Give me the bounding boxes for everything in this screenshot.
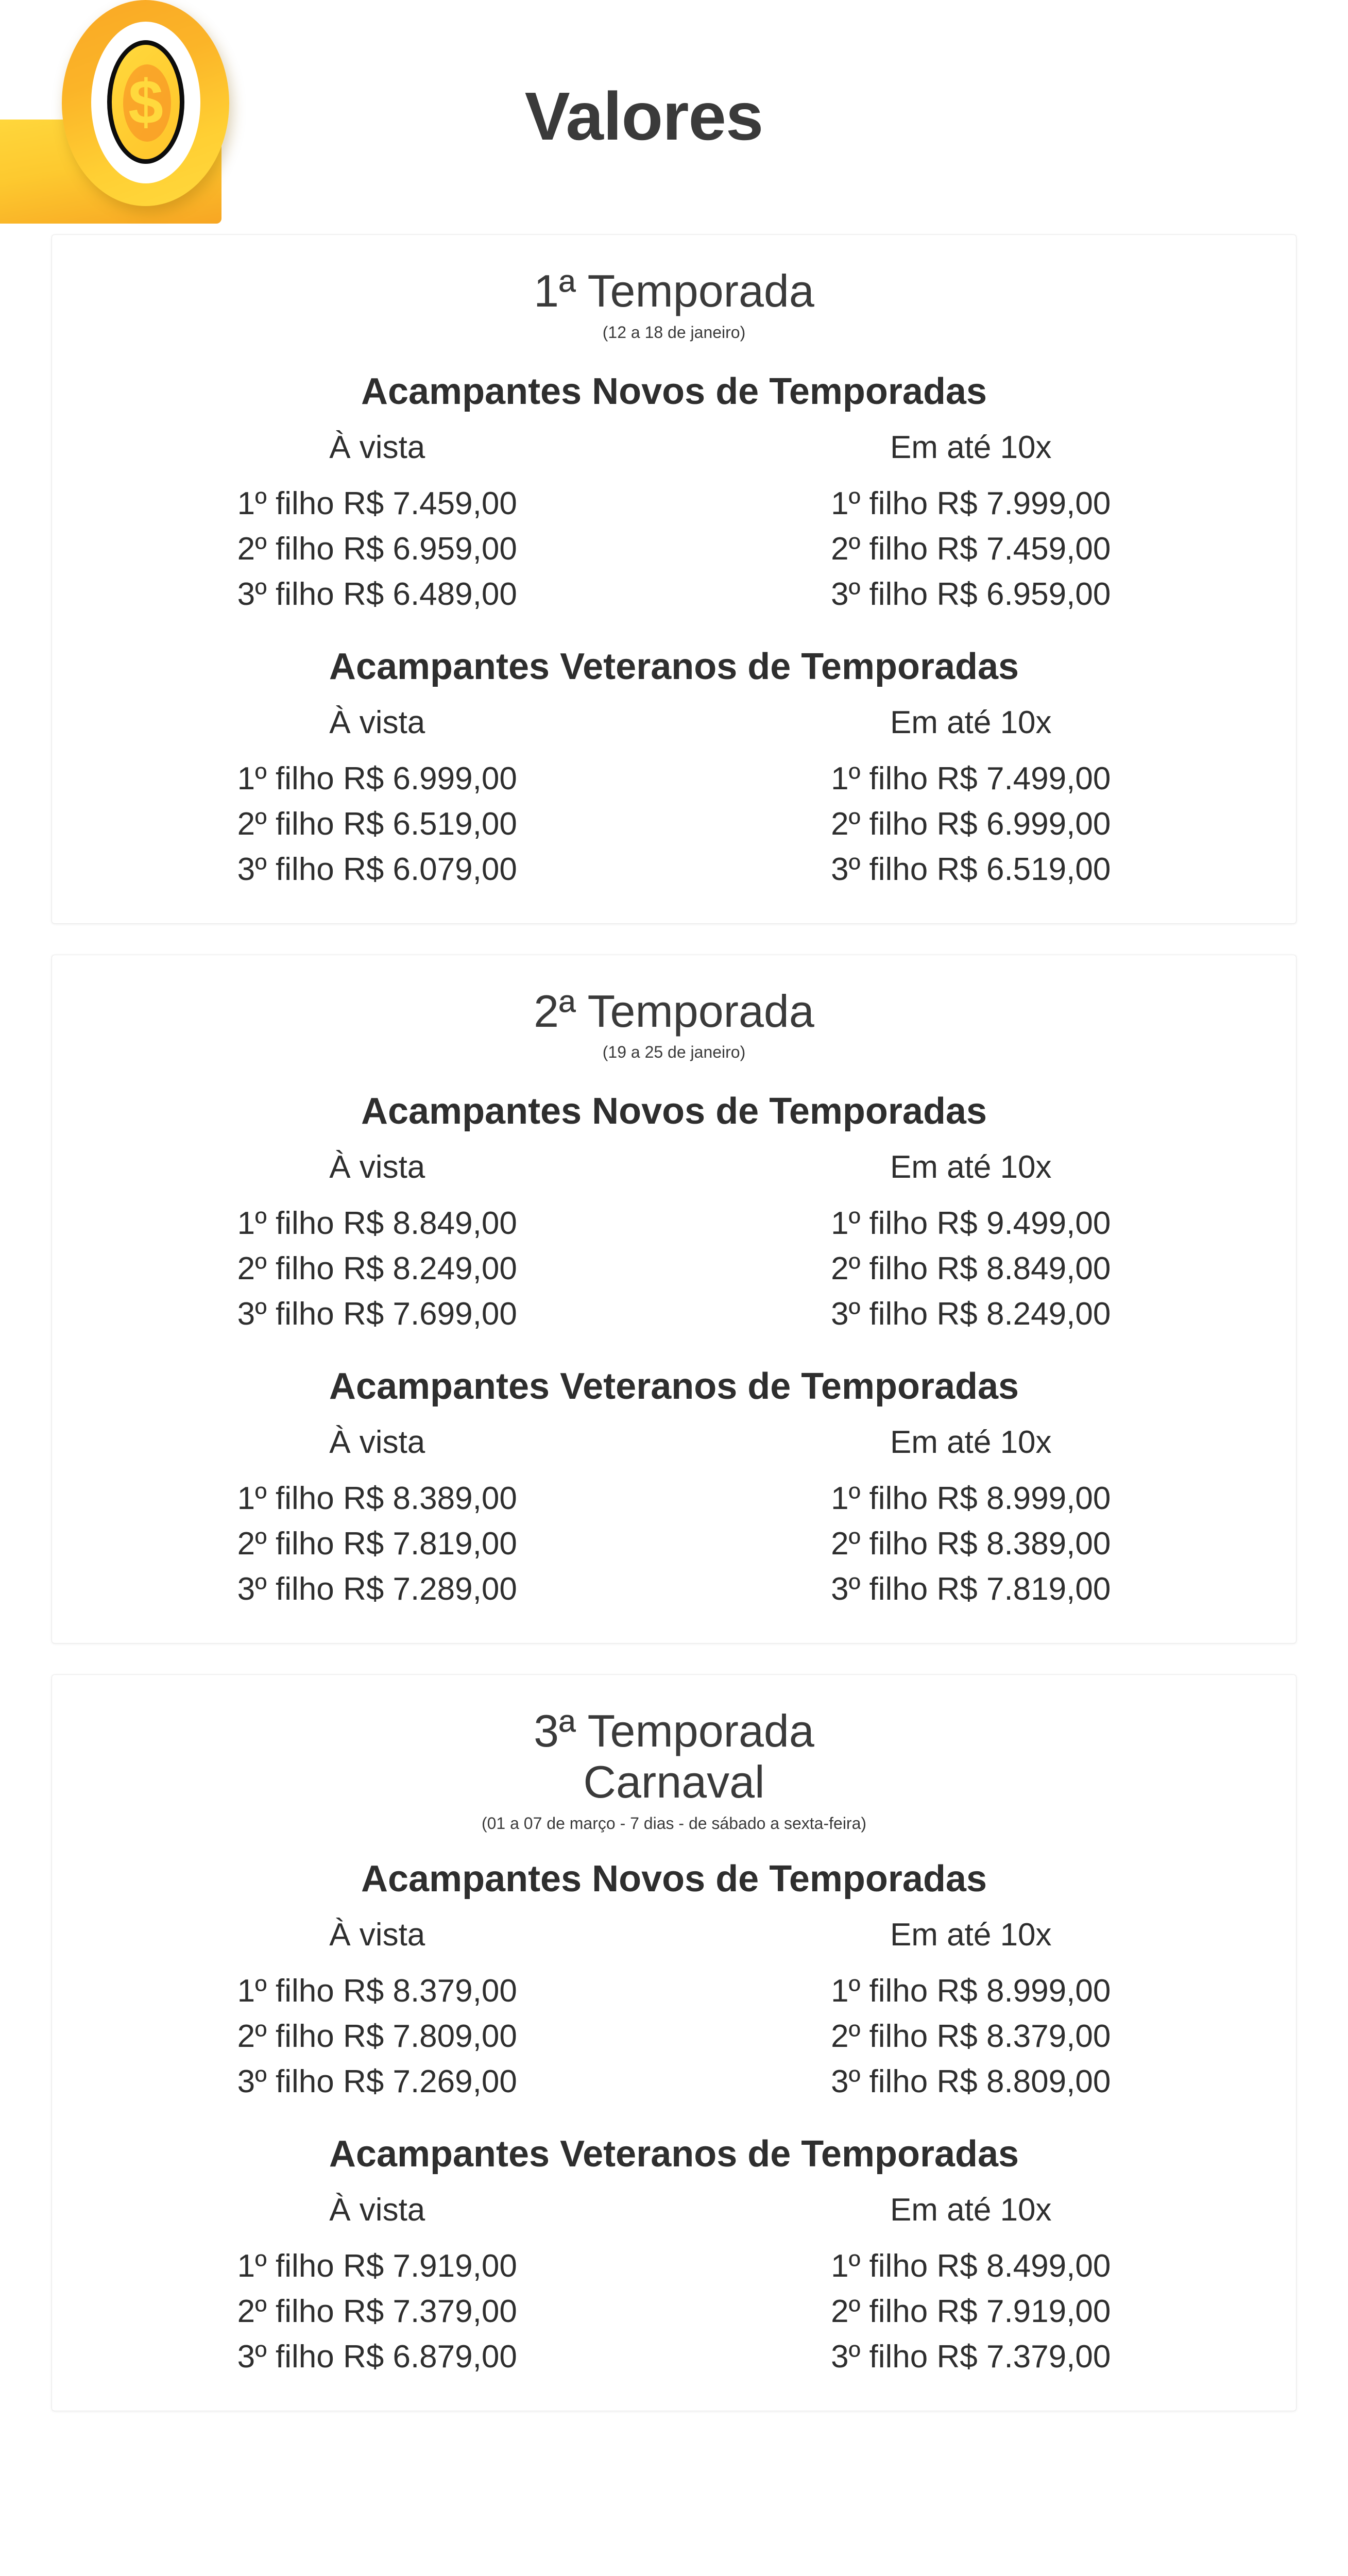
price-row: 2º filho R$ 6.999,00 [831, 806, 1111, 842]
season-dates: (01 a 07 de março - 7 dias - de sábado a… [481, 1814, 867, 1833]
page-title: Valores [524, 78, 764, 154]
column-header-cash: À vista [329, 1917, 425, 1953]
price-row: 3º filho R$ 7.289,00 [237, 1571, 517, 1607]
season-card: 2ª Temporada (19 a 25 de janeiro) Acampa… [52, 954, 1296, 1644]
column-installments: Em até 10x 1º filho R$ 9.499,00 2º filho… [674, 1149, 1268, 1337]
column-header-installments: Em até 10x [890, 429, 1052, 465]
price-row: 1º filho R$ 7.459,00 [237, 485, 517, 521]
column-cash: À vista 1º filho R$ 8.849,00 2º filho R$… [80, 1149, 674, 1337]
price-row: 2º filho R$ 8.379,00 [831, 2018, 1111, 2054]
season-subtitle: Carnaval [583, 1756, 765, 1808]
season-card: 1ª Temporada (12 a 18 de janeiro) Acampa… [52, 234, 1296, 924]
column-installments: Em até 10x 1º filho R$ 7.499,00 2º filho… [674, 704, 1268, 892]
price-row: 2º filho R$ 8.389,00 [831, 1526, 1111, 1562]
column-header-cash: À vista [329, 429, 425, 465]
price-row: 3º filho R$ 6.489,00 [237, 576, 517, 612]
coin-core [123, 64, 171, 142]
price-row: 1º filho R$ 8.849,00 [237, 1206, 517, 1242]
group-title: Acampantes Veteranos de Temporadas [329, 646, 1019, 687]
price-row: 2º filho R$ 7.809,00 [237, 2018, 517, 2054]
price-row: 1º filho R$ 8.389,00 [237, 1481, 517, 1517]
price-row: 1º filho R$ 8.499,00 [831, 2248, 1111, 2284]
price-columns: À vista 1º filho R$ 8.389,00 2º filho R$… [80, 1424, 1268, 1612]
price-row: 1º filho R$ 8.999,00 [831, 1481, 1111, 1517]
price-row: 2º filho R$ 7.459,00 [831, 531, 1111, 567]
season-card: 3ª Temporada Carnaval (01 a 07 de março … [52, 1674, 1296, 2411]
column-cash: À vista 1º filho R$ 7.919,00 2º filho R$… [80, 2192, 674, 2380]
price-row: 2º filho R$ 7.819,00 [237, 1526, 517, 1562]
column-header-cash: À vista [329, 1149, 425, 1185]
group-veteran-campers: Acampantes Veteranos de Temporadas À vis… [80, 646, 1268, 892]
price-row: 3º filho R$ 6.879,00 [237, 2338, 517, 2375]
season-title: 1ª Temporada [534, 265, 814, 316]
group-new-campers: Acampantes Novos de Temporadas À vista 1… [80, 370, 1268, 617]
column-header-installments: Em até 10x [890, 1425, 1052, 1461]
price-row: 3º filho R$ 6.959,00 [831, 576, 1111, 612]
price-columns: À vista 1º filho R$ 8.379,00 2º filho R$… [80, 1917, 1268, 2105]
price-row: 1º filho R$ 7.999,00 [831, 485, 1111, 521]
column-header-installments: Em até 10x [890, 1917, 1052, 1953]
price-row: 2º filho R$ 7.919,00 [831, 2293, 1111, 2329]
column-installments: Em até 10x 1º filho R$ 8.999,00 2º filho… [674, 1917, 1268, 2105]
price-row: 2º filho R$ 8.249,00 [237, 1251, 517, 1287]
group-new-campers: Acampantes Novos de Temporadas À vista 1… [80, 1858, 1268, 2105]
column-header-installments: Em até 10x [890, 2192, 1052, 2228]
price-row: 3º filho R$ 8.809,00 [831, 2063, 1111, 2099]
price-columns: À vista 1º filho R$ 6.999,00 2º filho R$… [80, 704, 1268, 892]
page-header: $ Valores [0, 0, 1348, 234]
column-header-installments: Em até 10x [890, 1149, 1052, 1185]
price-row: 3º filho R$ 6.519,00 [831, 851, 1111, 887]
price-row: 3º filho R$ 6.079,00 [237, 851, 517, 887]
season-title: 3ª Temporada [534, 1705, 814, 1757]
group-title: Acampantes Novos de Temporadas [361, 1858, 987, 1900]
price-row: 1º filho R$ 8.999,00 [831, 1973, 1111, 2009]
group-veteran-campers: Acampantes Veteranos de Temporadas À vis… [80, 2133, 1268, 2380]
column-header-installments: Em até 10x [890, 704, 1052, 740]
price-columns: À vista 1º filho R$ 7.919,00 2º filho R$… [80, 2192, 1268, 2380]
price-row: 2º filho R$ 8.849,00 [831, 1251, 1111, 1287]
group-title: Acampantes Veteranos de Temporadas [329, 1366, 1019, 1408]
coin-inner-ring: $ [107, 40, 184, 164]
group-new-campers: Acampantes Novos de Temporadas À vista 1… [80, 1090, 1268, 1337]
column-cash: À vista 1º filho R$ 7.459,00 2º filho R$… [80, 429, 674, 617]
price-row: 2º filho R$ 6.959,00 [237, 531, 517, 567]
coin-dollar-icon: $ [62, 0, 229, 206]
column-header-cash: À vista [329, 1425, 425, 1461]
seasons-list: 1ª Temporada (12 a 18 de janeiro) Acampa… [0, 234, 1348, 2499]
dollar-sign-glyph: $ [128, 67, 163, 137]
group-veteran-campers: Acampantes Veteranos de Temporadas À vis… [80, 1365, 1268, 1612]
price-row: 3º filho R$ 7.699,00 [237, 1296, 517, 1332]
group-title: Acampantes Veteranos de Temporadas [329, 2133, 1019, 2175]
column-cash: À vista 1º filho R$ 6.999,00 2º filho R$… [80, 704, 674, 892]
season-dates: (12 a 18 de janeiro) [602, 323, 746, 342]
price-row: 1º filho R$ 7.919,00 [237, 2248, 517, 2284]
column-cash: À vista 1º filho R$ 8.379,00 2º filho R$… [80, 1917, 674, 2105]
column-header-cash: À vista [329, 704, 425, 740]
price-row: 3º filho R$ 8.249,00 [831, 1296, 1111, 1332]
price-row: 2º filho R$ 7.379,00 [237, 2293, 517, 2329]
price-row: 3º filho R$ 7.269,00 [237, 2063, 517, 2099]
price-columns: À vista 1º filho R$ 7.459,00 2º filho R$… [80, 429, 1268, 617]
column-header-cash: À vista [329, 2192, 425, 2228]
price-row: 2º filho R$ 6.519,00 [237, 806, 517, 842]
price-row: 1º filho R$ 6.999,00 [237, 760, 517, 796]
price-row: 1º filho R$ 9.499,00 [831, 1206, 1111, 1242]
price-row: 3º filho R$ 7.819,00 [831, 1571, 1111, 1607]
group-title: Acampantes Novos de Temporadas [361, 370, 987, 412]
price-row: 1º filho R$ 8.379,00 [237, 1973, 517, 2009]
column-cash: À vista 1º filho R$ 8.389,00 2º filho R$… [80, 1424, 674, 1612]
column-installments: Em até 10x 1º filho R$ 7.999,00 2º filho… [674, 429, 1268, 617]
season-dates: (19 a 25 de janeiro) [602, 1043, 746, 1062]
season-title: 2ª Temporada [534, 985, 814, 1037]
price-row: 1º filho R$ 7.499,00 [831, 760, 1111, 796]
group-title: Acampantes Novos de Temporadas [361, 1091, 987, 1132]
column-installments: Em até 10x 1º filho R$ 8.499,00 2º filho… [674, 2192, 1268, 2380]
price-row: 3º filho R$ 7.379,00 [831, 2338, 1111, 2375]
price-columns: À vista 1º filho R$ 8.849,00 2º filho R$… [80, 1149, 1268, 1337]
column-installments: Em até 10x 1º filho R$ 8.999,00 2º filho… [674, 1424, 1268, 1612]
